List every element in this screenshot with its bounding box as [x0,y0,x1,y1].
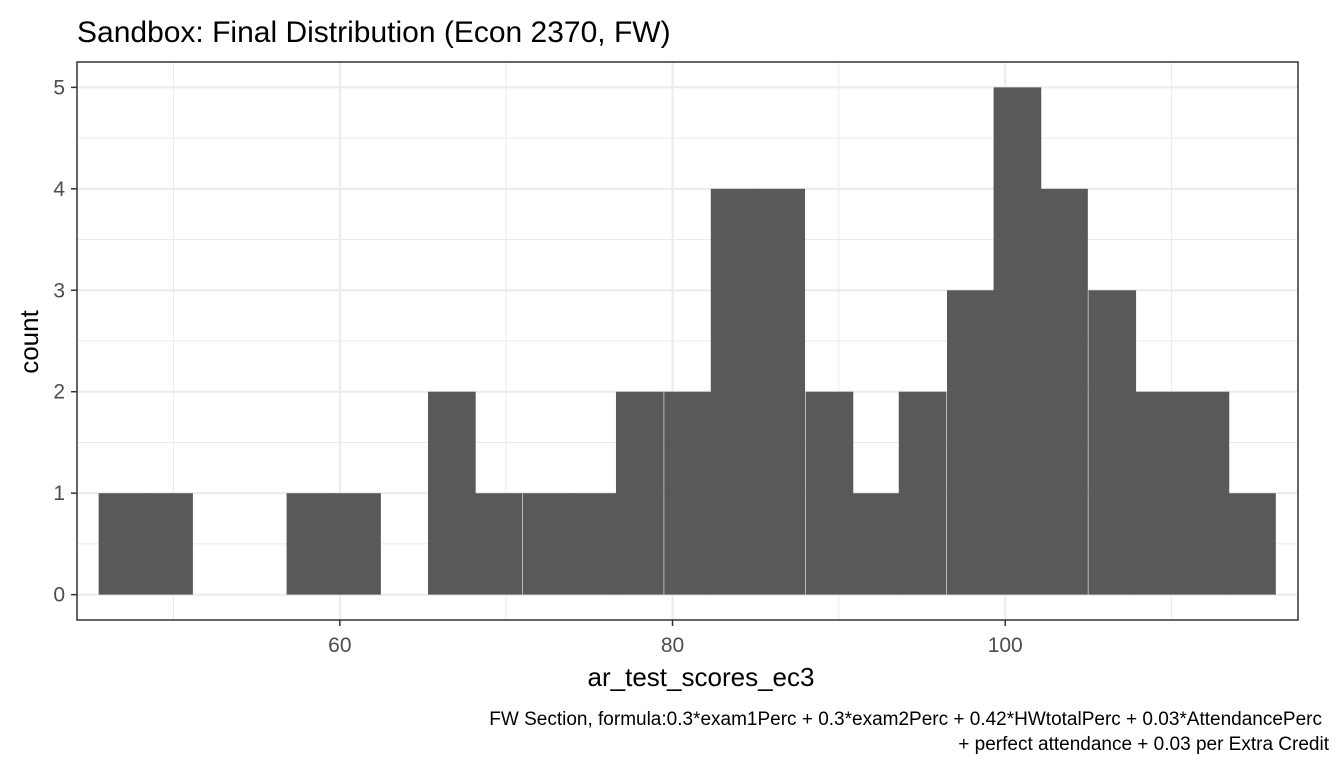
caption-line-1: FW Section, formula:0.3*exam1Perc + 0.3*… [489,709,1322,730]
histogram-bar [1040,188,1088,595]
histogram-bar [615,391,664,595]
x-tick-label: 80 [661,634,684,657]
x-tick-label: 60 [328,634,351,657]
histogram-bar [710,188,759,595]
histogram-bar [993,87,1042,595]
x-axis-label: ar_test_scores_ec3 [588,662,815,692]
panel-border [76,61,1299,621]
chart-title: Sandbox: Final Distribution (Econ 2370, … [77,16,671,49]
y-axis-label: count [14,309,44,373]
histogram-bar [98,493,147,595]
histogram-bar [522,493,571,595]
y-tick-label: 1 [53,482,65,505]
histogram-bar [852,493,900,595]
histogram-bar [474,493,523,595]
histogram-bar [569,493,618,595]
histogram-bar [805,391,854,595]
histogram-bar [757,188,806,595]
histogram-bar [427,391,476,595]
y-axis-ticks: 0 1 2 3 4 5 [53,76,77,607]
caption-line-2: + perfect attendance + 0.03 per Extra Cr… [958,734,1329,755]
histogram-bar [664,391,712,595]
histogram-bar [1228,493,1276,595]
histogram-bar [947,290,995,595]
x-axis-ticks: 60 80 100 [328,620,1023,657]
y-tick-label: 2 [53,381,65,404]
histogram-bar [333,493,381,595]
histogram-bar [1181,391,1230,595]
y-tick-label: 4 [53,178,65,201]
y-tick-label: 3 [53,279,65,302]
histogram-bar [145,493,193,595]
histogram-bar [1088,290,1137,595]
y-tick-label: 5 [53,76,65,99]
histogram-bar [1134,391,1183,595]
y-tick-label: 0 [53,584,65,607]
histogram-bars [98,87,1276,595]
x-tick-label: 100 [988,634,1023,657]
histogram-bar [898,391,947,595]
histogram-bar [286,493,335,595]
